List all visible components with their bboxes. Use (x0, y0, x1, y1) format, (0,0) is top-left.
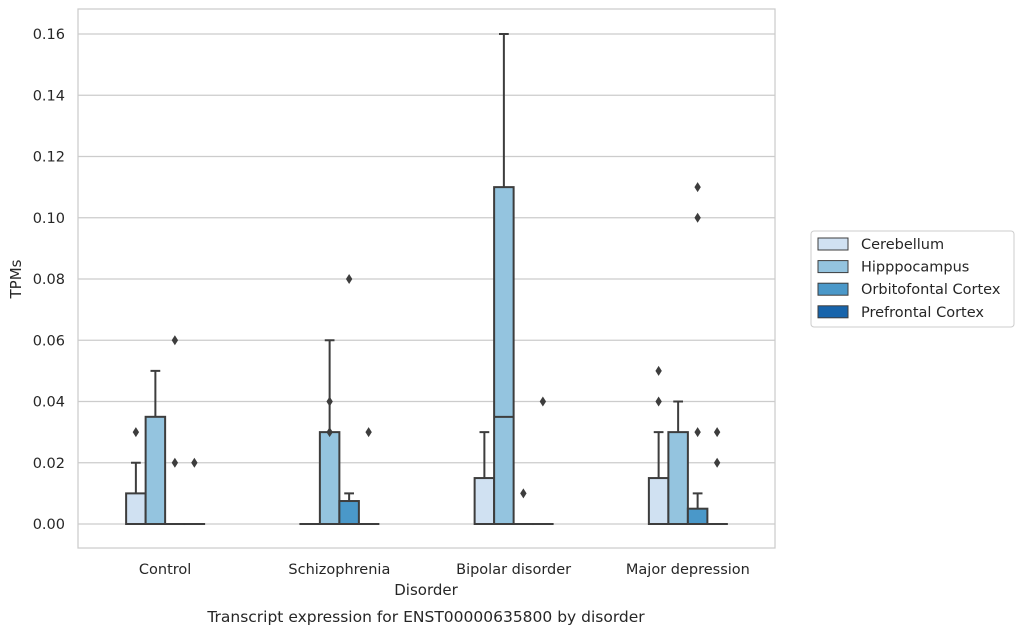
x-tick-label: Bipolar disorder (456, 562, 571, 578)
x-tick-label: Major depression (626, 562, 750, 578)
y-tick-label: 0.16 (33, 27, 65, 43)
y-tick-label: 0.10 (33, 211, 65, 227)
x-tick-label: Schizophrenia (288, 562, 390, 578)
x-axis-ticks: Control Schizophrenia Bipolar disorder Majo… (139, 562, 750, 578)
y-tick-label: 0.12 (33, 150, 65, 166)
outlier-point (326, 397, 332, 407)
box-body (494, 187, 514, 524)
legend-label: Orbitofontal Cortex (861, 282, 1001, 298)
box-body (688, 509, 708, 524)
outlier-point (172, 335, 178, 345)
outlier-point (133, 427, 139, 437)
outlier-point (655, 397, 661, 407)
y-tick-label: 0.00 (33, 517, 65, 533)
box-body (126, 493, 146, 524)
box-2-4 (668, 402, 688, 525)
outlier-point (520, 488, 526, 498)
outlier-point (714, 427, 720, 437)
box-body (668, 432, 688, 524)
box-1-3 (475, 432, 495, 524)
outlier-point (346, 274, 352, 284)
box-4-3 (533, 397, 553, 525)
box-body (649, 478, 669, 524)
box-2-3 (494, 34, 514, 524)
y-axis-ticks: 0.00 0.02 0.04 0.06 0.08 0.10 0.12 0.14 0.16 (33, 27, 65, 533)
outlier-point (694, 213, 700, 223)
y-axis-label: TPMs (7, 259, 25, 299)
box-3-2 (339, 274, 359, 524)
box-2-1 (146, 371, 166, 524)
legend-swatch (818, 238, 848, 250)
box-1-1 (126, 427, 146, 524)
x-tick-label: Control (139, 562, 191, 578)
legend-swatch (818, 283, 848, 295)
y-tick-label: 0.04 (33, 395, 65, 411)
box-2-2 (320, 340, 340, 524)
box-4-1 (185, 458, 205, 524)
y-tick-label: 0.06 (33, 333, 65, 349)
outlier-point (655, 366, 661, 376)
outlier-point (172, 458, 178, 468)
box-4-4 (707, 427, 727, 524)
legend-label: Cerebellum (861, 237, 944, 253)
outlier-point (714, 458, 720, 468)
box-4-2 (359, 427, 379, 524)
y-tick-label: 0.08 (33, 272, 65, 288)
outlier-point (191, 458, 197, 468)
legend-label: Prefrontal Cortex (861, 305, 984, 321)
x-axis-label: Disorder (394, 581, 458, 599)
box-body (475, 478, 495, 524)
legend: Cerebellum Hipppocampus Orbitofontal Corte… (811, 231, 1014, 327)
box-1-4 (649, 366, 669, 524)
box-body (339, 501, 359, 524)
legend-swatch (818, 261, 848, 273)
legend-swatch (818, 306, 848, 318)
box-3-1 (165, 335, 185, 524)
box-3-3 (514, 488, 534, 524)
chart-caption: Transcript expression for ENST0000063580… (206, 608, 645, 626)
outlier-point (694, 182, 700, 192)
box-body (320, 432, 340, 524)
outlier-point (365, 427, 371, 437)
box-body (146, 417, 166, 524)
y-tick-label: 0.14 (33, 88, 65, 104)
box-3-4 (688, 182, 708, 524)
legend-label: Hipppocampus (861, 260, 969, 276)
y-tick-label: 0.02 (33, 456, 65, 472)
outlier-point (540, 397, 546, 407)
outlier-point (694, 427, 700, 437)
